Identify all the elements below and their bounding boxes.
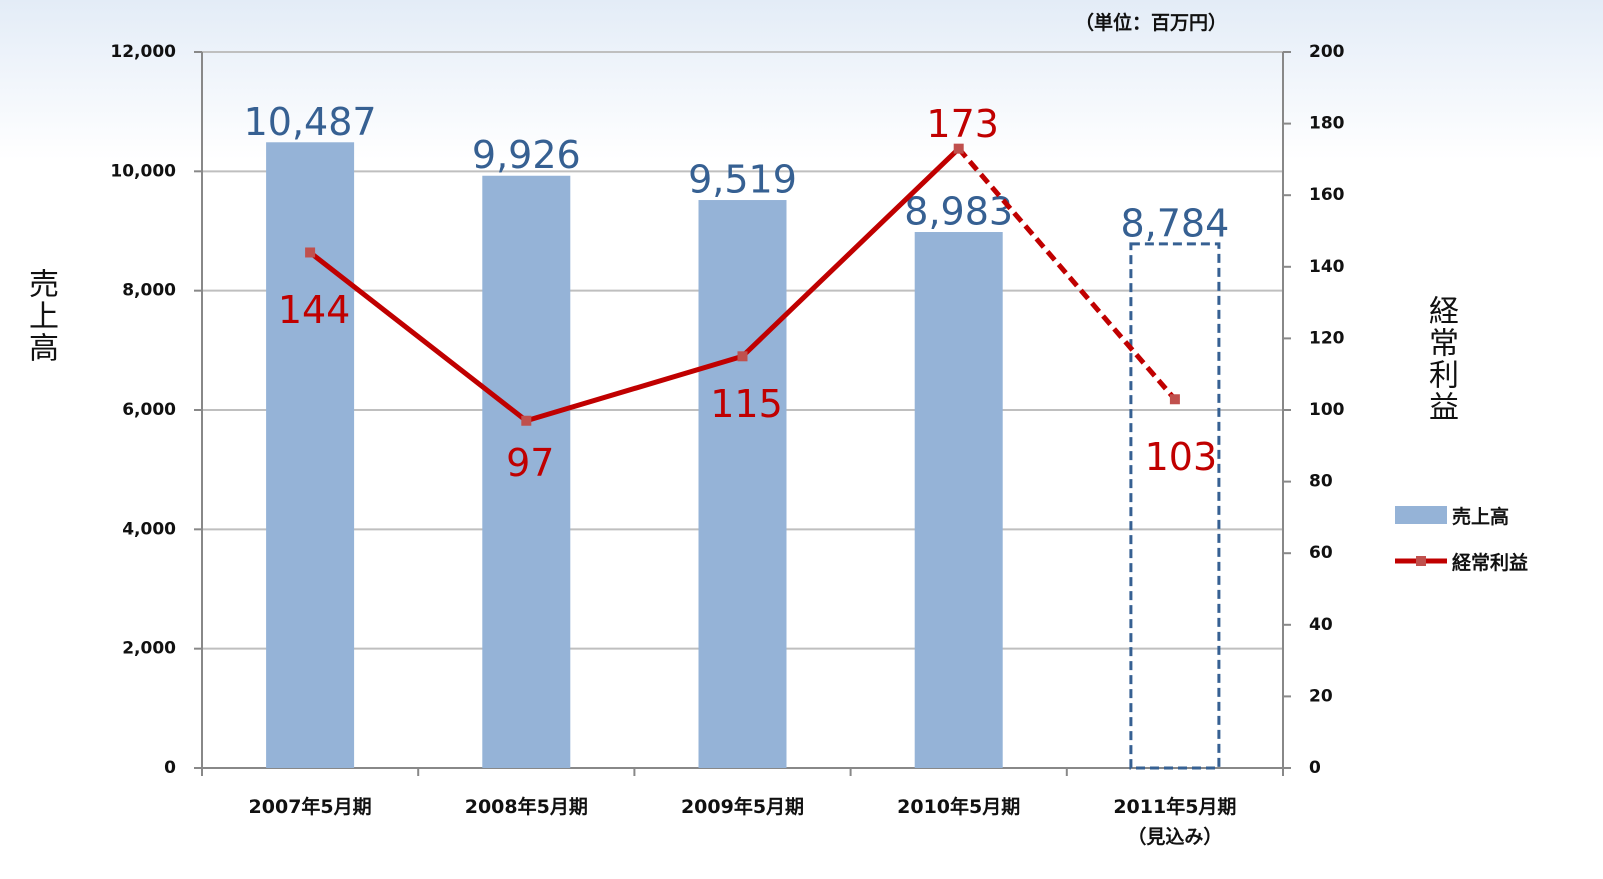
line-marker	[1169, 394, 1180, 405]
bar	[1129, 242, 1221, 770]
y-tick-label: 6,000	[122, 400, 176, 420]
y2-tick-label: 140	[1309, 257, 1345, 277]
y-tick-label: 4,000	[122, 519, 176, 539]
x-tick-label: 2011年5月期 （見込み）	[1113, 796, 1237, 848]
legend-label: 売上高	[1452, 506, 1510, 528]
y2-tick-label: 200	[1309, 42, 1345, 62]
line-marker	[305, 247, 316, 258]
y-axis-label: 売上高	[23, 268, 58, 364]
y-tick-label: 12,000	[110, 42, 176, 62]
y2-tick-label: 120	[1309, 328, 1345, 348]
bar-value-label: 8,784	[1121, 201, 1230, 245]
bar	[482, 175, 571, 769]
y2-tick-label: 20	[1309, 686, 1333, 706]
x-tick-label: 2007年5月期	[248, 796, 372, 818]
x-tick-label: 2008年5月期	[464, 796, 588, 818]
y2-tick-label: 80	[1309, 472, 1333, 492]
line-value-label: 144	[278, 288, 351, 332]
y2-tick-label: 60	[1309, 543, 1333, 563]
line-value-label: 115	[710, 382, 783, 426]
bar-value-label: 8,983	[904, 190, 1013, 234]
y2-axis-label: 経常利益	[1423, 295, 1458, 423]
x-tick-label: 2009年5月期	[680, 796, 805, 818]
x-tick-label: 2010年5月期	[897, 796, 1021, 818]
y2-tick-label: 40	[1309, 615, 1333, 635]
line	[308, 146, 961, 424]
bar	[266, 142, 355, 769]
bar	[914, 232, 1003, 768]
y-tick-label: 10,000	[110, 161, 176, 181]
y2-tick-label: 180	[1309, 114, 1345, 134]
line-value-label: 173	[926, 102, 999, 146]
line-marker	[737, 351, 748, 362]
bar-value-label: 9,926	[472, 133, 581, 177]
y-tick-label: 8,000	[122, 281, 176, 301]
y-tick-label: 2,000	[122, 639, 176, 659]
unit-note: （単位：百万円）	[1075, 12, 1228, 34]
forecast-line	[956, 147, 1177, 401]
bar-value-label: 9,519	[688, 158, 797, 202]
y2-tick-label: 160	[1309, 185, 1345, 205]
line-marker	[953, 143, 964, 154]
bar	[698, 200, 787, 768]
legend-label: 経常利益	[1452, 552, 1529, 574]
line-value-label: 103	[1145, 435, 1218, 479]
line-value-label: 97	[506, 441, 554, 485]
y-tick-label: 0	[164, 758, 176, 778]
legend-swatch	[1395, 506, 1447, 524]
bar-value-label: 10,487	[244, 100, 377, 144]
legend-marker	[1416, 556, 1426, 566]
line-marker	[521, 415, 532, 426]
y2-tick-label: 100	[1309, 400, 1345, 420]
y2-tick-label: 0	[1309, 758, 1321, 778]
